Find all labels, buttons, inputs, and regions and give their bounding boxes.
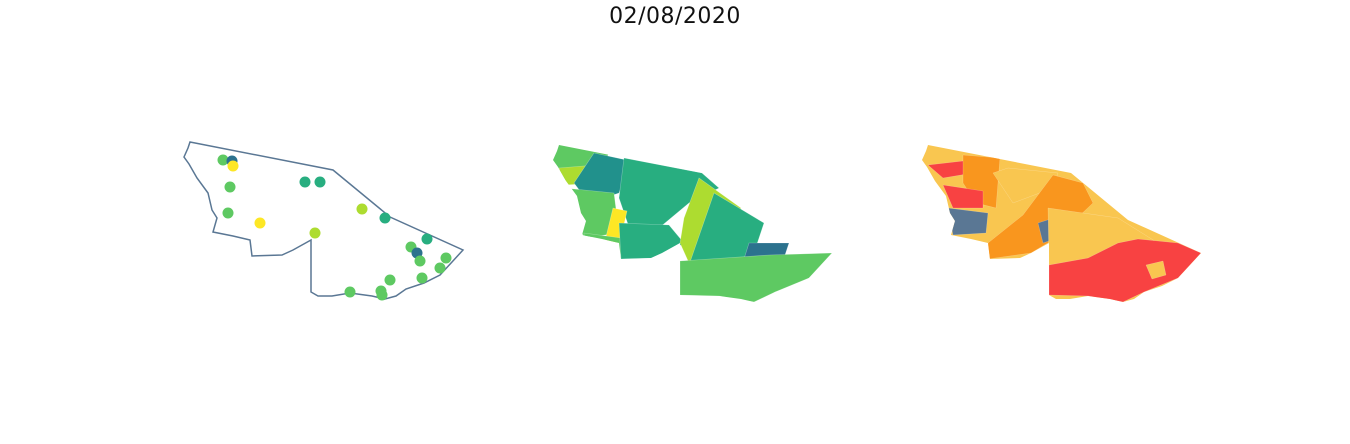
municipality-region [1145, 260, 1167, 280]
page-title: 02/08/2020 [609, 4, 741, 29]
map-point [254, 217, 266, 229]
map-point [356, 203, 368, 215]
map-point [217, 154, 229, 166]
map-point [414, 255, 426, 267]
municipality-region [1048, 238, 1201, 302]
map-point [375, 285, 387, 297]
municipality-region [987, 174, 1094, 260]
map-point [384, 274, 396, 286]
map-point [314, 176, 326, 188]
map-point [309, 227, 321, 239]
map-point [227, 160, 239, 172]
map-point [416, 272, 428, 284]
map-point [440, 252, 452, 264]
map-point [222, 207, 234, 219]
municipality-region [618, 157, 720, 234]
map-point [434, 262, 446, 274]
map-point [299, 176, 311, 188]
municipality-region [942, 184, 984, 209]
municipality-region [618, 222, 685, 260]
municipality-region [679, 252, 832, 302]
map-point [224, 181, 236, 193]
point-map-panel [183, 141, 465, 301]
map-point [421, 233, 433, 245]
viridis-map-panel [553, 145, 832, 302]
map-point [379, 212, 391, 224]
municipality-region [947, 207, 989, 236]
risk-map-panel [922, 145, 1201, 302]
map-point [344, 286, 356, 298]
